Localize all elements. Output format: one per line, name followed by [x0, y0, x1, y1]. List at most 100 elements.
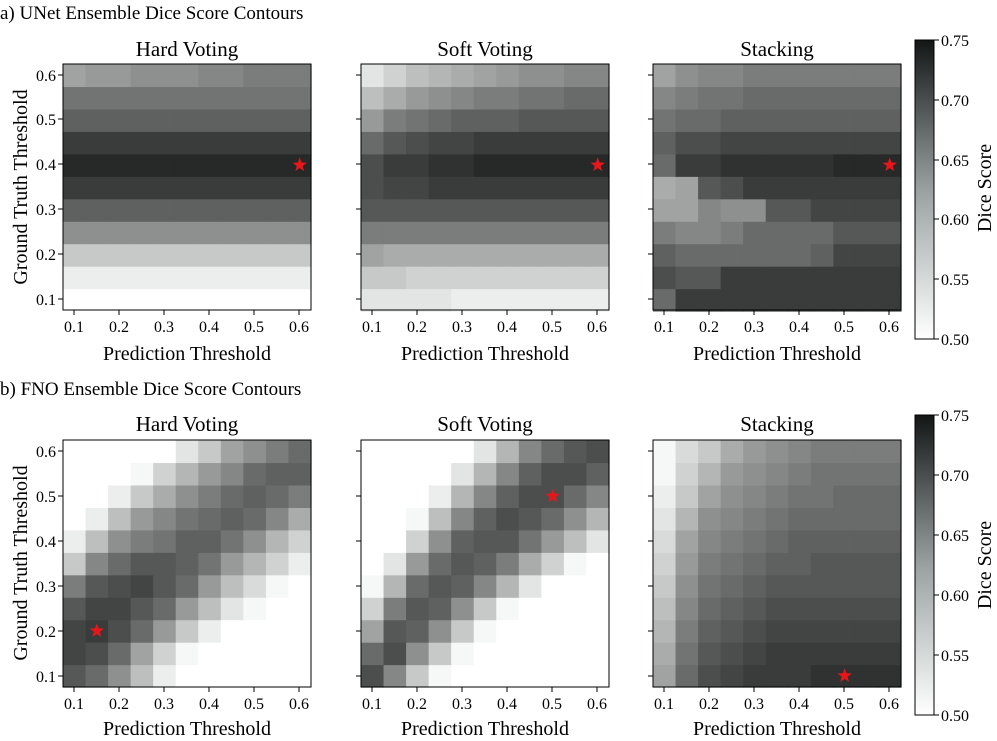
- colorbar-a: [914, 39, 935, 340]
- heatmap-cell: [220, 440, 244, 464]
- heatmap-cell: [743, 153, 767, 177]
- heatmap-cell: [451, 108, 475, 132]
- heatmap-cell: [130, 664, 154, 688]
- heatmap-cell: [243, 440, 267, 464]
- heatmap-cell: [878, 198, 902, 222]
- heatmap-cell: [653, 619, 677, 643]
- heatmap-cell: [541, 64, 565, 88]
- heatmap-cell: [243, 507, 267, 531]
- heatmap-cell: [518, 176, 542, 200]
- heatmap-cell: [720, 198, 744, 222]
- heatmap-cell: [383, 440, 407, 464]
- heatmap-cell: [220, 552, 244, 576]
- panel-b1-ylabel: Ground Truth Threshold: [10, 465, 32, 660]
- heatmap-cell: [198, 288, 222, 312]
- heatmap-cell: [518, 243, 542, 267]
- heatmap-cell: [563, 529, 588, 553]
- heatmap-cell: [810, 462, 834, 486]
- heatmap-cell: [698, 131, 722, 155]
- heatmap-cell: [243, 597, 267, 621]
- heatmap-cell: [108, 440, 132, 464]
- heatmap-cell: [518, 440, 542, 464]
- heatmap-cell: [175, 243, 199, 267]
- heatmap-cell: [130, 243, 154, 267]
- heatmap-cell: [810, 243, 834, 267]
- heatmap-cell: [496, 108, 520, 132]
- heatmap-cell: [541, 176, 565, 200]
- x-tick-label: 0.4: [497, 319, 517, 336]
- heatmap-cell: [788, 574, 812, 598]
- x-tick-label: 0.5: [244, 319, 264, 336]
- heatmap-cell: [765, 529, 789, 553]
- y-tick-label: 0.6: [36, 444, 56, 461]
- heatmap-cell: [765, 288, 789, 312]
- heatmap-cell: [383, 153, 407, 177]
- heatmap-cell: [243, 266, 267, 290]
- heatmap-cell: [383, 484, 407, 508]
- x-tick-label: 0.6: [879, 696, 899, 713]
- heatmap-cell: [198, 176, 222, 200]
- heatmap-cell: [720, 243, 744, 267]
- heatmap-cell: [765, 131, 789, 155]
- colorbar-b: [914, 414, 935, 716]
- heatmap-cell: [675, 288, 699, 312]
- heatmap-cell: [765, 574, 789, 598]
- heatmap-cell: [563, 642, 588, 666]
- heatmap-cell: [108, 462, 132, 486]
- heatmap-cell: [198, 507, 222, 531]
- heatmap-cell: [765, 86, 789, 110]
- heatmap-cell: [563, 64, 588, 88]
- heatmap-cell: [698, 198, 722, 222]
- heatmap-cell: [85, 462, 109, 486]
- y-tick-label: 0.3: [36, 202, 56, 219]
- heatmap-cell: [63, 664, 87, 688]
- heatmap-cell: [653, 131, 677, 155]
- heatmap-cell: [810, 597, 834, 621]
- heatmap-cell: [265, 131, 290, 155]
- heatmap-cell: [288, 131, 312, 155]
- heatmap-cell: [675, 243, 699, 267]
- heatmap-cell: [675, 484, 699, 508]
- heatmap-cell: [833, 266, 857, 290]
- heatmap-cell: [288, 552, 312, 576]
- heatmap-cell: [720, 597, 744, 621]
- heatmap-cell: [541, 440, 565, 464]
- heatmap-cell: [130, 440, 154, 464]
- heatmap-cell: [361, 462, 385, 486]
- heatmap-cell: [175, 198, 199, 222]
- heatmap-cell: [63, 529, 87, 553]
- heatmap-cell: [288, 288, 312, 312]
- heatmap-cell: [63, 462, 87, 486]
- heatmap-cell: [451, 574, 475, 598]
- heatmap-cell: [383, 288, 407, 312]
- heatmap-cell: [653, 64, 677, 88]
- heatmap-cell: [833, 440, 857, 464]
- heatmap-cell: [675, 529, 699, 553]
- heatmap-cell: [788, 462, 812, 486]
- heatmap-cell: [220, 664, 244, 688]
- heatmap-cell: [810, 266, 834, 290]
- heatmap-cell: [63, 507, 87, 531]
- heatmap-cell: [720, 642, 744, 666]
- heatmap-cell: [541, 108, 565, 132]
- heatmap-cell: [198, 198, 222, 222]
- heatmap-cell: [878, 529, 902, 553]
- heatmap-cell: [675, 552, 699, 576]
- x-tick-label: 0.6: [587, 319, 607, 336]
- heatmap-cell: [361, 597, 385, 621]
- heatmap-cell: [265, 552, 290, 576]
- heatmap-cell: [788, 86, 812, 110]
- heatmap-cell: [698, 484, 722, 508]
- heatmap-cell: [361, 266, 385, 290]
- heatmap-cell: [586, 597, 610, 621]
- heatmap-cell: [541, 221, 565, 245]
- heatmap-cell: [198, 574, 222, 598]
- heatmap-cell: [220, 619, 244, 643]
- heatmap-cell: [810, 131, 834, 155]
- heatmap-cell: [518, 108, 542, 132]
- heatmap-cell: [496, 642, 520, 666]
- heatmap-cell: [85, 86, 109, 110]
- x-tick-label: 0.1: [64, 319, 84, 336]
- y-tick-label: 0.2: [36, 624, 56, 641]
- heatmap-cell: [198, 462, 222, 486]
